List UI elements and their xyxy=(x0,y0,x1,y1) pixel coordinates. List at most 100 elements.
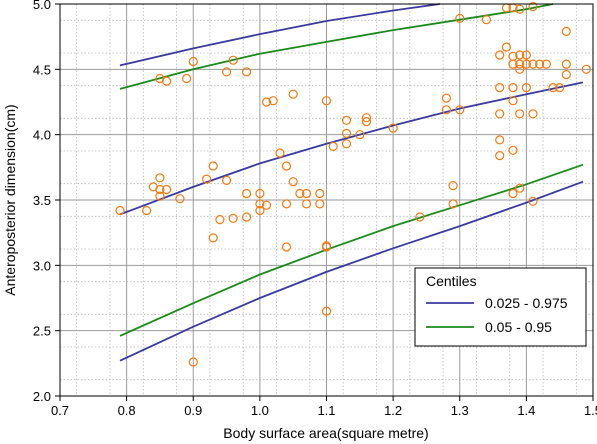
data-point xyxy=(288,177,298,187)
data-point xyxy=(255,188,265,199)
data-point xyxy=(215,215,225,225)
data-point xyxy=(228,55,238,65)
data-point xyxy=(528,1,538,12)
data-point xyxy=(268,96,278,106)
data-point xyxy=(508,59,518,69)
x-axis-label: Body surface area(square metre) xyxy=(223,425,428,441)
data-point xyxy=(361,113,372,123)
data-point xyxy=(142,205,152,216)
data-point xyxy=(528,59,538,69)
data-point xyxy=(515,64,525,74)
data-point xyxy=(341,139,352,149)
data-point xyxy=(415,212,425,222)
data-point xyxy=(495,82,505,93)
data-point xyxy=(188,357,198,367)
data-point xyxy=(281,242,292,252)
x-tick-label: 1.0 xyxy=(251,403,269,418)
data-point xyxy=(242,67,252,77)
data-point xyxy=(155,191,165,201)
legend-title: Centiles xyxy=(426,273,477,289)
data-point xyxy=(281,161,292,171)
data-point xyxy=(535,59,545,69)
data-point xyxy=(455,13,465,23)
data-point xyxy=(255,205,265,216)
data-point xyxy=(528,109,538,119)
data-point xyxy=(202,174,212,184)
legend-box xyxy=(414,267,587,347)
centile-line-upper xyxy=(119,3,440,67)
data-point xyxy=(275,148,285,158)
y-axis-label: Anteroposterior dimension(cm) xyxy=(2,104,18,295)
legend: Centiles 0.025 - 0.975 0.05 - 0.95 xyxy=(414,267,587,347)
data-point xyxy=(561,26,571,36)
x-tick-label: 1.4 xyxy=(517,403,535,418)
data-point xyxy=(208,161,218,171)
y-tick-label: 4.5 xyxy=(33,62,51,77)
x-tick-label: 0.8 xyxy=(118,403,136,418)
data-point xyxy=(242,212,252,222)
data-point xyxy=(515,109,525,119)
data-point xyxy=(115,205,125,216)
data-point xyxy=(242,188,252,199)
data-point xyxy=(441,105,451,115)
x-tick-label: 1.2 xyxy=(384,403,402,418)
data-point xyxy=(515,50,525,60)
data-point xyxy=(515,4,525,14)
legend-label-inner: 0.05 - 0.95 xyxy=(485,319,552,335)
data-point xyxy=(508,145,518,155)
data-point xyxy=(521,59,532,69)
data-point xyxy=(162,184,172,195)
centile-line-lower xyxy=(119,180,584,362)
data-point xyxy=(521,50,532,60)
axes: 0.7 0.8 0.9 1.0 1.1 1.2 1.3 1.4 1.5 2.0 2.5 3.0 3.5 4… xyxy=(33,0,597,418)
data-point xyxy=(228,213,238,223)
x-tick-label: 0.9 xyxy=(184,403,202,418)
data-point xyxy=(541,59,552,69)
legend-label-outer: 0.025 - 0.975 xyxy=(485,295,568,311)
data-point xyxy=(341,115,352,125)
data-point xyxy=(321,306,332,316)
y-tick-label: 3.0 xyxy=(33,258,51,273)
data-point xyxy=(301,199,312,209)
data-point xyxy=(455,105,465,115)
data-point xyxy=(222,67,232,77)
x-tick-label: 1.3 xyxy=(451,403,469,418)
data-point xyxy=(321,96,332,106)
y-tick-label: 2.0 xyxy=(33,389,51,404)
data-point xyxy=(495,151,505,161)
data-point xyxy=(515,59,525,69)
y-tick-label: 4.0 xyxy=(33,128,51,143)
data-point xyxy=(182,73,192,84)
data-point xyxy=(555,82,565,93)
data-point xyxy=(162,76,172,86)
data-point xyxy=(315,199,325,209)
data-point xyxy=(208,233,218,243)
data-point xyxy=(508,82,518,93)
data-point xyxy=(561,69,571,80)
data-point xyxy=(295,188,305,199)
data-point xyxy=(501,42,511,52)
data-point xyxy=(441,93,451,103)
data-point xyxy=(315,188,325,199)
x-tick-label: 1.5 xyxy=(584,403,597,418)
data-point xyxy=(495,109,505,119)
data-point xyxy=(515,183,525,193)
data-point xyxy=(155,184,165,195)
data-point xyxy=(321,241,332,251)
data-point xyxy=(155,173,165,183)
data-point xyxy=(175,194,185,204)
data-point xyxy=(222,175,232,185)
data-point xyxy=(281,199,292,209)
data-point xyxy=(561,59,571,69)
data-point xyxy=(361,116,372,127)
data-point xyxy=(508,188,518,199)
data-point xyxy=(355,130,365,140)
data-point xyxy=(301,188,312,199)
data-point xyxy=(328,141,338,151)
x-tick-label: 0.7 xyxy=(51,403,69,418)
data-point xyxy=(495,50,505,60)
data-points xyxy=(115,1,591,367)
data-point xyxy=(188,56,198,67)
data-point xyxy=(495,135,505,145)
